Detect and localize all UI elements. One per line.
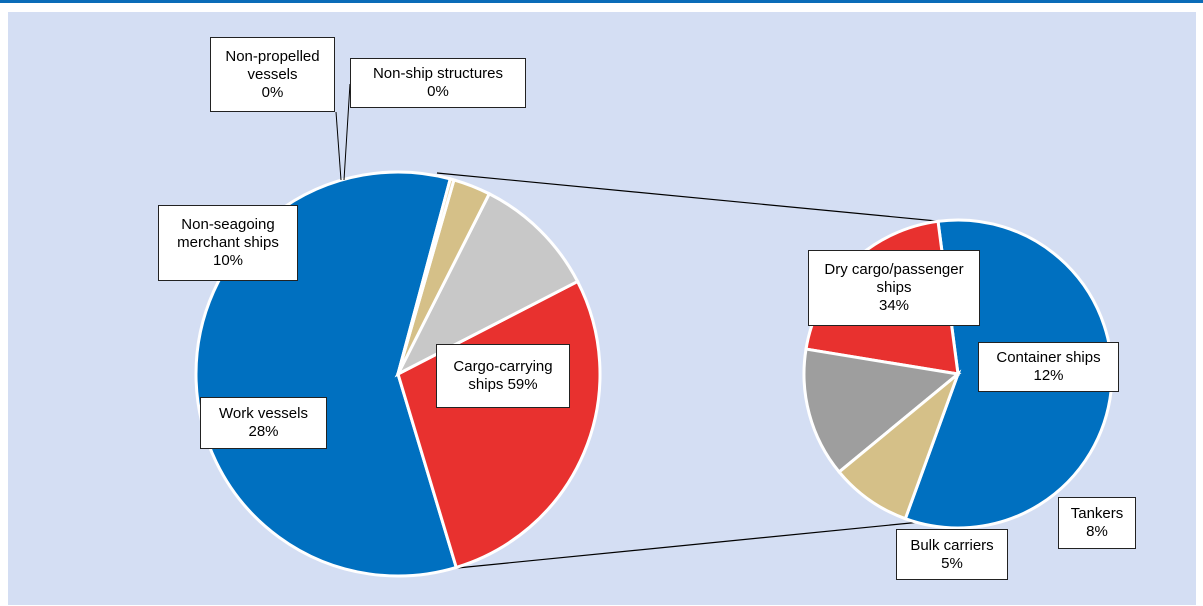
label-dry-cargo: Dry cargo/passenger ships 34% <box>808 250 980 326</box>
label-text: 0% <box>261 83 284 101</box>
pie-slice-non-ship-structures <box>396 177 456 375</box>
top-rule <box>0 0 1203 3</box>
label-text: 5% <box>941 554 963 572</box>
label-text: ships 59% <box>468 376 538 393</box>
label-cargo-carrying: Cargo-carrying ships 59% <box>436 344 570 408</box>
connector-line-top <box>436 172 948 223</box>
label-text: Work vessels <box>219 405 308 422</box>
label-text: ships <box>876 279 912 296</box>
connector-line-bottom <box>436 519 942 571</box>
label-tankers: Tankers 8% <box>1058 497 1136 549</box>
label-text: vessels <box>247 65 298 83</box>
label-text: Container ships <box>996 349 1101 366</box>
label-text: 10% <box>212 252 244 269</box>
label-text: 12% <box>1033 367 1064 384</box>
label-bulk-carriers: Bulk carriers 5% <box>896 529 1008 580</box>
label-text: 0% <box>427 83 449 100</box>
label-non-ship: Non-ship structures 0% <box>350 58 526 108</box>
label-text: 8% <box>1086 523 1108 540</box>
label-text: 28% <box>248 423 279 440</box>
label-text: Non-seagoing <box>181 216 275 233</box>
label-work-vessels: Work vessels 28% <box>200 397 327 449</box>
label-text: Tankers <box>1070 505 1124 522</box>
label-non-propelled: Non-propelled vessels 0% <box>210 37 335 112</box>
label-text: merchant ships <box>177 234 279 251</box>
label-text: Bulk carriers <box>910 536 994 554</box>
label-non-seagoing: Non-seagoing merchant ships 10% <box>158 205 298 281</box>
leader-non-ship <box>343 83 351 181</box>
label-text: Non-propelled <box>225 47 320 65</box>
label-text: 34% <box>878 297 910 314</box>
label-text: Dry cargo/passenger <box>824 261 964 278</box>
pie-slice-tankers <box>802 347 962 475</box>
leader-non-propelled <box>335 111 342 181</box>
pie-slice-bulk-carriers <box>837 369 962 521</box>
label-text: Cargo-carrying <box>453 358 553 375</box>
label-text: Non-ship structures <box>372 65 504 82</box>
label-container-ships: Container ships 12% <box>978 342 1119 392</box>
pie-slice-non-seagoing-merchant-ships <box>394 191 580 378</box>
